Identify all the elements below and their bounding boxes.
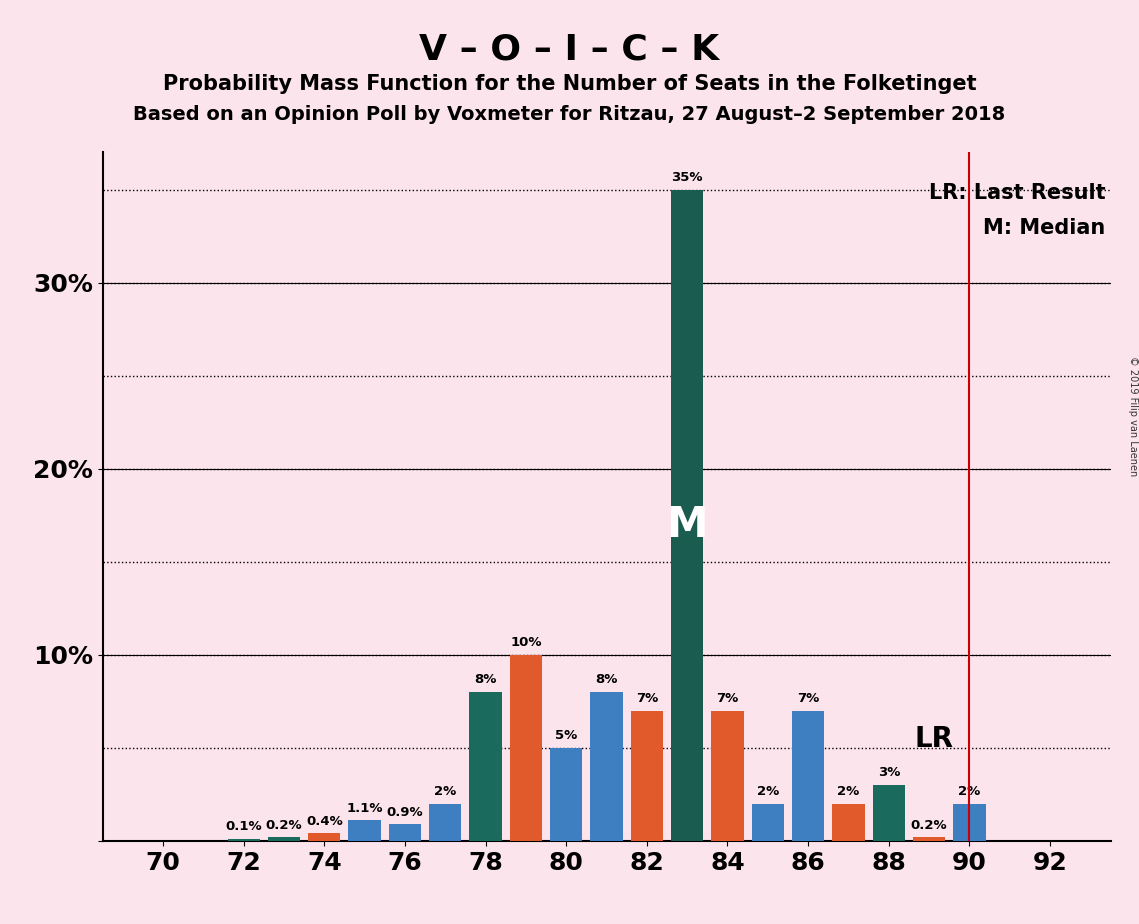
Bar (309, 833, 341, 841)
Text: 0.1%: 0.1% (226, 821, 262, 833)
Text: 10%: 10% (510, 637, 542, 650)
Bar (349, 821, 380, 841)
Text: 2%: 2% (434, 785, 457, 798)
Text: 0.2%: 0.2% (911, 819, 948, 832)
Text: 1.1%: 1.1% (346, 802, 383, 815)
Bar (228, 839, 260, 841)
Bar (590, 692, 623, 841)
Text: LR: Last Result: LR: Last Result (929, 184, 1106, 203)
Bar (550, 748, 582, 841)
Bar (712, 711, 744, 841)
Bar (388, 824, 421, 841)
Bar (268, 837, 300, 841)
Text: 2%: 2% (756, 785, 779, 798)
Text: LR: LR (915, 724, 953, 752)
Text: 2%: 2% (837, 785, 860, 798)
Text: © 2019 Filip van Laenen: © 2019 Filip van Laenen (1129, 356, 1138, 476)
Bar (752, 804, 784, 841)
Bar (833, 804, 865, 841)
Text: 35%: 35% (671, 171, 703, 184)
Bar (872, 785, 904, 841)
Text: 5%: 5% (555, 729, 577, 742)
Bar (953, 804, 985, 841)
Text: 7%: 7% (636, 692, 658, 705)
Text: 3%: 3% (877, 766, 900, 780)
Text: M: M (666, 504, 708, 545)
Text: M: Median: M: Median (983, 218, 1106, 237)
Text: 7%: 7% (797, 692, 819, 705)
Bar (792, 711, 825, 841)
Text: Based on an Opinion Poll by Voxmeter for Ritzau, 27 August–2 September 2018: Based on an Opinion Poll by Voxmeter for… (133, 105, 1006, 125)
Text: 8%: 8% (474, 674, 497, 687)
Bar (913, 837, 945, 841)
Bar (510, 655, 542, 841)
Text: Probability Mass Function for the Number of Seats in the Folketinget: Probability Mass Function for the Number… (163, 74, 976, 94)
Text: 8%: 8% (596, 674, 617, 687)
Text: V – O – I – C – K: V – O – I – C – K (419, 32, 720, 67)
Text: 0.9%: 0.9% (386, 806, 424, 819)
Text: 0.2%: 0.2% (265, 819, 302, 832)
Text: 2%: 2% (958, 785, 981, 798)
Bar (429, 804, 461, 841)
Bar (631, 711, 663, 841)
Bar (671, 189, 703, 841)
Text: 7%: 7% (716, 692, 738, 705)
Bar (469, 692, 501, 841)
Text: 0.4%: 0.4% (306, 815, 343, 828)
